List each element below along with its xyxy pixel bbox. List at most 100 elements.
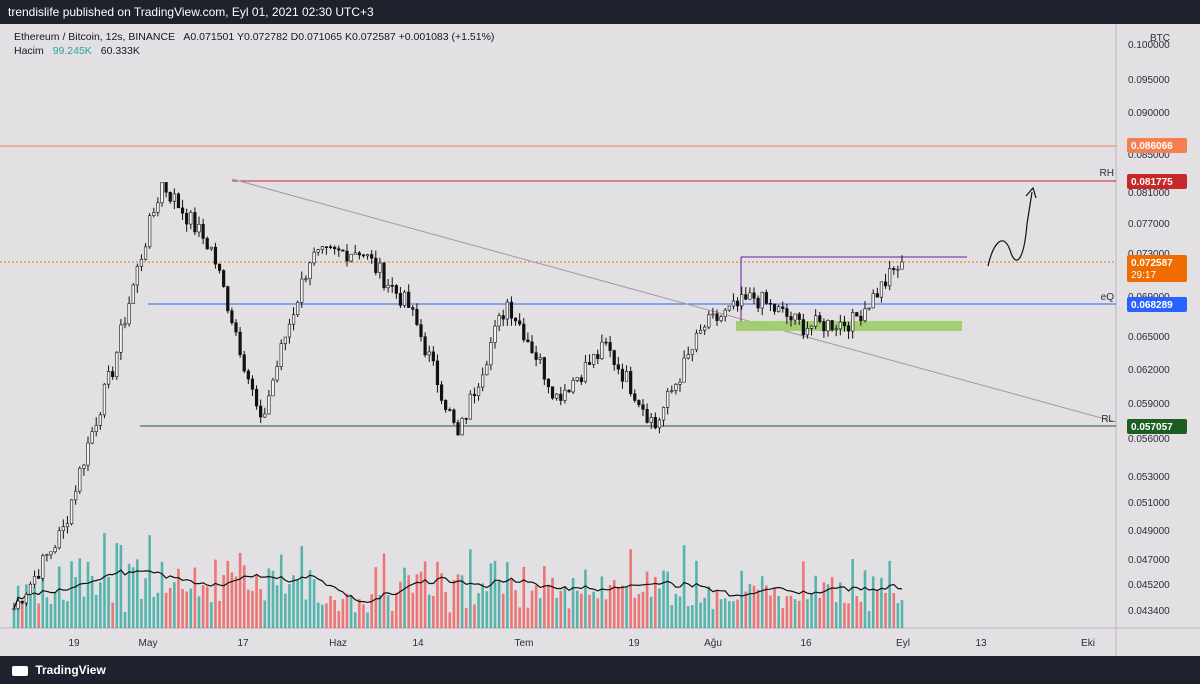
price-axis[interactable]: BTC 0.100000 0.095000 0.090000 0.085000 … xyxy=(1127,33,1187,617)
volume-bar xyxy=(53,592,57,628)
candle-body xyxy=(645,409,649,423)
candle-body xyxy=(888,268,892,287)
volume-bar xyxy=(136,559,139,628)
volume-bar xyxy=(321,604,324,628)
time-axis[interactable]: 19 May 17 Haz 14 Tem 19 Ağu 16 Eyl 13 Ek… xyxy=(68,638,1095,649)
candle-body xyxy=(427,351,431,356)
candle-body xyxy=(382,262,386,289)
candle-body xyxy=(526,339,530,343)
candle-body xyxy=(152,212,156,216)
candle-body xyxy=(493,325,497,343)
candle-body xyxy=(629,371,633,395)
volume-bar xyxy=(300,546,304,628)
volume-bar xyxy=(189,588,193,628)
candle-body xyxy=(82,464,86,469)
candle-body xyxy=(57,530,61,549)
volume-bar xyxy=(608,585,612,628)
candle-body xyxy=(777,306,781,312)
volume-bar xyxy=(785,596,789,628)
time-tick: 19 xyxy=(68,638,80,649)
volume-bar xyxy=(111,602,114,628)
candle-body xyxy=(460,418,464,436)
candle-body xyxy=(74,490,78,501)
candle-body xyxy=(596,354,600,359)
volume-value: 99.245K xyxy=(53,45,92,57)
volume-bar xyxy=(123,611,127,628)
volume-bar xyxy=(773,588,776,628)
candle-body xyxy=(715,313,719,321)
rh-price-value: 0.081775 xyxy=(1131,177,1173,188)
ohlc-values: A0.071501 Y0.072782 D0.071065 K0.072587 … xyxy=(183,31,494,43)
volume-bar xyxy=(247,589,250,628)
candle-body xyxy=(230,310,234,324)
volume-bar xyxy=(271,570,275,628)
volume-bar xyxy=(543,565,546,628)
volume-bar xyxy=(617,586,620,628)
price-tick: 0.051000 xyxy=(1128,498,1170,509)
eq-price-value: 0.068289 xyxy=(1131,300,1173,311)
candle-body xyxy=(226,286,230,312)
volume-bar xyxy=(440,573,443,628)
candle-body xyxy=(476,386,481,397)
candle-body xyxy=(481,374,485,388)
volume-bar xyxy=(436,561,439,628)
time-tick: Ağu xyxy=(704,638,722,649)
candle-body xyxy=(283,336,287,344)
candle-body xyxy=(12,608,16,611)
volume-bar xyxy=(707,586,711,628)
price-tick: 0.095000 xyxy=(1128,75,1170,86)
candle-body xyxy=(250,378,255,390)
candle-body xyxy=(760,292,764,309)
candle-body xyxy=(538,357,542,360)
candle-body xyxy=(649,417,653,423)
volume-bar xyxy=(288,584,291,628)
candle-body xyxy=(193,212,197,233)
current-price-tag xyxy=(1127,255,1187,282)
candle-body xyxy=(172,193,176,202)
volume-bar xyxy=(378,595,382,628)
price-tick: 0.043400 xyxy=(1128,606,1170,617)
candle-body xyxy=(727,305,731,311)
volume-bar xyxy=(551,577,554,628)
candle-body xyxy=(838,321,842,330)
candle-body xyxy=(444,400,448,410)
publish-header: trendislife published on TradingView.com… xyxy=(0,0,1200,24)
volume-bar xyxy=(168,587,172,628)
candle-body xyxy=(411,307,415,310)
volume-bar xyxy=(843,602,846,628)
candle-body xyxy=(657,419,662,429)
volume-bar xyxy=(637,593,641,628)
candle-body xyxy=(583,362,588,383)
volume-bar xyxy=(156,592,160,628)
top-line-price-tag xyxy=(1127,138,1187,153)
candle-body xyxy=(678,381,682,385)
price-chart[interactable]: RH eQ RL BTC 0.100000 0.095000 0.090000 … xyxy=(0,24,1200,656)
volume-bar xyxy=(501,593,505,628)
volume-bar xyxy=(851,559,854,628)
candle-body xyxy=(579,377,583,383)
projection-arrowhead-icon xyxy=(1025,186,1037,199)
candle-body xyxy=(254,388,259,407)
candle-body xyxy=(513,317,518,322)
volume-bar xyxy=(464,607,468,628)
candle-body xyxy=(333,246,337,250)
candle-body xyxy=(213,246,218,265)
candle-body xyxy=(723,309,727,317)
volume-bar xyxy=(119,545,123,628)
candle-body xyxy=(666,391,670,408)
candle-body xyxy=(793,313,797,321)
candle-body xyxy=(785,308,789,317)
projection-arrow xyxy=(987,191,1033,267)
chart-legend: Ethereum / Bitcoin, 12s, BINANCE A0.0715… xyxy=(14,31,494,57)
candle-body xyxy=(620,368,625,382)
volume-bar xyxy=(489,563,493,628)
candle-body xyxy=(698,329,703,334)
rh-label: RH xyxy=(1100,168,1114,179)
candle-body xyxy=(587,362,592,365)
candle-body xyxy=(834,328,838,331)
candle-body xyxy=(61,526,65,532)
volume-bar xyxy=(497,580,501,628)
time-tick: Eki xyxy=(1081,638,1095,649)
candle-body xyxy=(407,291,411,308)
volume-bar xyxy=(728,601,731,628)
